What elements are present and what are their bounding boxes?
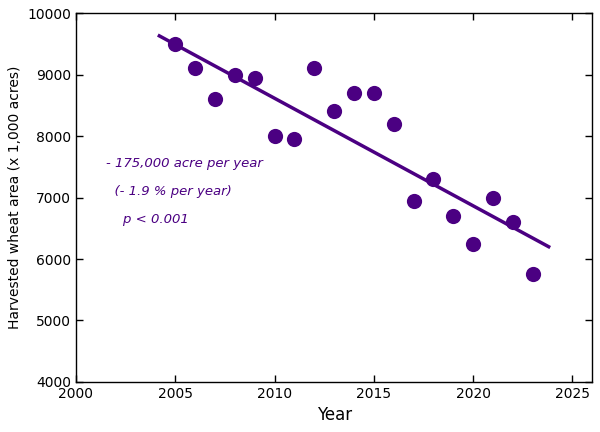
Text: p < 0.001: p < 0.001 — [106, 213, 188, 226]
Point — [488, 194, 498, 201]
Text: (- 1.9 % per year): (- 1.9 % per year) — [106, 185, 232, 198]
Point — [270, 133, 280, 140]
Point — [369, 89, 379, 96]
Point — [389, 121, 398, 127]
Point — [409, 197, 418, 204]
Point — [508, 219, 518, 226]
X-axis label: Year: Year — [317, 407, 352, 424]
Point — [290, 136, 299, 143]
Point — [469, 240, 478, 247]
Point — [250, 74, 259, 81]
Point — [190, 65, 200, 72]
Point — [349, 89, 359, 96]
Point — [170, 41, 180, 48]
Point — [449, 213, 458, 219]
Text: - 175,000 acre per year: - 175,000 acre per year — [106, 157, 263, 170]
Point — [310, 65, 319, 72]
Point — [230, 71, 239, 78]
Point — [528, 271, 538, 278]
Y-axis label: Harvested wheat area (x 1,000 acres): Harvested wheat area (x 1,000 acres) — [8, 66, 22, 329]
Point — [428, 176, 438, 183]
Point — [210, 96, 220, 103]
Point — [329, 108, 339, 115]
